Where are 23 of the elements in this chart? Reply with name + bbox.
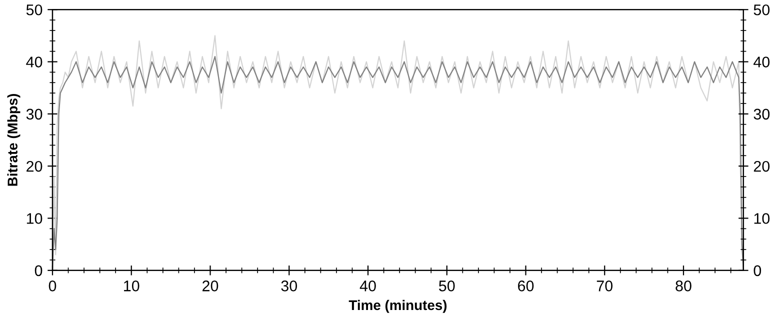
x-axis-title: Time (minutes)	[348, 300, 447, 313]
x-tick-label: 30	[281, 280, 298, 292]
y-tick-label: 10	[26, 213, 42, 224]
x-tick-label: 60	[518, 280, 534, 292]
x-tick-label: 0	[48, 280, 56, 292]
y-tick-label: 30	[26, 108, 42, 120]
y-tick-label: 50	[26, 4, 42, 16]
x-tick-label: 50	[438, 280, 455, 292]
x-tick-label: 20	[202, 280, 218, 292]
y2-tick-label: 0	[754, 265, 762, 276]
x-tick-label: 10	[124, 280, 140, 292]
y-tick-label: 20	[26, 160, 42, 172]
y2-tick-label: 50	[754, 4, 770, 16]
x-tick-label: 70	[596, 280, 613, 292]
y-axis-title: Bitrate (Mbps)	[7, 94, 20, 186]
x-tick-label: 40	[360, 280, 376, 292]
y-tick-label: 40	[26, 56, 42, 68]
y2-tick-label: 30	[754, 108, 770, 120]
y2-tick-label: 10	[754, 213, 770, 224]
y-tick-label: 0	[34, 265, 42, 276]
y2-tick-label: 40	[754, 56, 770, 68]
x-tick-label: 80	[676, 280, 692, 292]
y2-tick-label: 20	[754, 160, 770, 172]
